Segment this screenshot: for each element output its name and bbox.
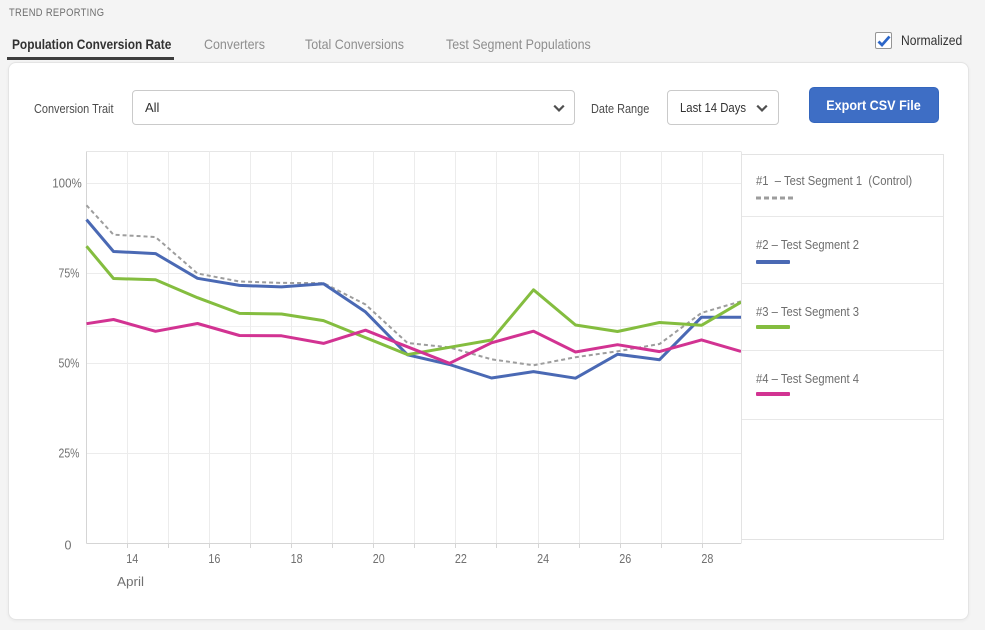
svg-text:25%: 25% (59, 447, 80, 461)
svg-text:50%: 50% (59, 357, 80, 371)
svg-text:14: 14 (126, 552, 138, 566)
svg-text:April: April (117, 575, 144, 589)
svg-text:24: 24 (537, 552, 549, 566)
svg-text:18: 18 (291, 552, 303, 566)
svg-text:75%: 75% (59, 267, 80, 281)
svg-text:22: 22 (455, 552, 467, 566)
svg-text:100%: 100% (52, 177, 82, 191)
svg-text:0: 0 (65, 539, 72, 553)
svg-text:26: 26 (619, 552, 631, 566)
svg-text:20: 20 (373, 552, 385, 566)
svg-text:16: 16 (208, 552, 220, 566)
svg-text:28: 28 (701, 552, 713, 566)
